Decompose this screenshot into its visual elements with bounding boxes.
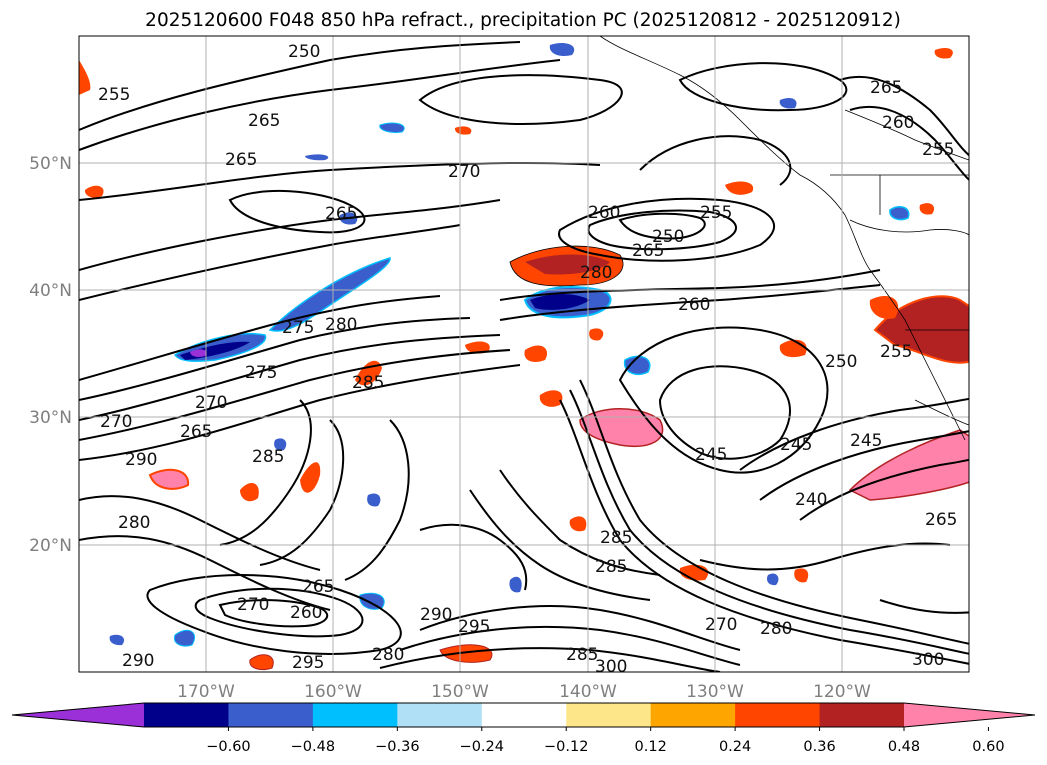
map-area: 250 255 265 265 270 265 260 255 250 265 … xyxy=(79,36,969,677)
contour-label: 290 xyxy=(420,605,452,625)
contour-label: 270 xyxy=(705,615,737,635)
contour-label: 265 xyxy=(632,241,664,261)
colorbar-tick-label: 0.48 xyxy=(888,739,920,755)
colorbar-segment xyxy=(481,703,567,727)
y-tick-label: 20°N xyxy=(29,536,72,556)
colorbar-tick-label: 0.60 xyxy=(972,739,1004,755)
y-tick-label: 40°N xyxy=(29,281,72,301)
contour-label: 295 xyxy=(292,653,324,673)
colorbar-tick-label: −0.48 xyxy=(291,739,335,755)
contour-label: 285 xyxy=(252,447,284,467)
contour-label: 280 xyxy=(118,513,150,533)
x-tick-label: 170°W xyxy=(177,682,235,702)
colorbar-tick-label: 0.24 xyxy=(719,739,751,755)
colorbar-tick-label: −0.12 xyxy=(544,739,588,755)
colorbar-tick-label: −0.24 xyxy=(460,739,504,755)
contour-label: 300 xyxy=(595,657,627,677)
colorbar-segment xyxy=(397,703,483,727)
x-tick-label: 150°W xyxy=(431,682,489,702)
colorbar-segment xyxy=(819,703,905,727)
contour-label: 270 xyxy=(195,393,227,413)
contour-label: 265 xyxy=(180,422,212,442)
contour-label: 245 xyxy=(695,445,727,465)
contour-label: 245 xyxy=(850,431,882,451)
colorbar-tick-labels: −0.60 −0.48 −0.36 −0.24 −0.12 0.12 0.24 0.36 0.4… xyxy=(206,727,1005,755)
chart-title: 2025120600 F048 850 hPa refract., precip… xyxy=(145,10,901,31)
colorbar-segment xyxy=(566,703,652,727)
colorbar-segment xyxy=(735,703,821,727)
colorbar-segment xyxy=(650,703,736,727)
x-tick-label: 120°W xyxy=(813,682,871,702)
contour-label: 265 xyxy=(925,510,957,530)
x-tick-label: 160°W xyxy=(304,682,362,702)
contour-label: 285 xyxy=(600,528,632,548)
colorbar-extend-max xyxy=(904,703,1035,727)
contour-label: 285 xyxy=(566,645,598,665)
colorbar xyxy=(11,702,1036,728)
contour-label: 280 xyxy=(372,645,404,665)
coastline xyxy=(599,36,969,441)
contour-label: 275 xyxy=(282,318,314,338)
contour-label: 275 xyxy=(245,363,277,383)
contour-label: 255 xyxy=(880,342,912,362)
contour-label: 255 xyxy=(700,203,732,223)
contour-label: 280 xyxy=(760,619,792,639)
contour-label: 280 xyxy=(325,315,357,335)
contour-label: 300 xyxy=(912,650,944,670)
contour-label: 270 xyxy=(237,595,269,615)
contour-label: 240 xyxy=(795,490,827,510)
contour-label: 260 xyxy=(290,603,322,623)
precip-negative-blobs xyxy=(109,43,910,647)
contour-label: 245 xyxy=(780,435,812,455)
colorbar-tick-label: −0.36 xyxy=(375,739,419,755)
x-tick-labels: 170°W 160°W 150°W 140°W 130°W 120°W xyxy=(177,682,871,702)
contour-label: 265 xyxy=(225,150,257,170)
colorbar-segment xyxy=(144,703,229,727)
colorbar-tick-label: 0.12 xyxy=(635,739,667,755)
colorbar-tick-label: −0.60 xyxy=(206,739,250,755)
y-tick-label: 50°N xyxy=(29,154,72,174)
x-tick-label: 140°W xyxy=(559,682,617,702)
contour-label: 250 xyxy=(825,352,857,372)
contour-label: 260 xyxy=(588,203,620,223)
contour-label: 250 xyxy=(652,227,684,247)
contour-label: 265 xyxy=(248,111,280,131)
colorbar-tick-label: 0.36 xyxy=(803,739,835,755)
map-frame xyxy=(78,35,970,673)
contour-label: 290 xyxy=(122,651,154,671)
contour-label: 290 xyxy=(125,450,157,470)
colorbar-extend-min xyxy=(12,703,144,727)
contour-label: 270 xyxy=(100,412,132,432)
contour-label: 285 xyxy=(352,373,384,393)
contour-label: 255 xyxy=(922,140,954,160)
colorbar-segment xyxy=(312,703,398,727)
colorbar-outline xyxy=(11,702,1036,728)
y-tick-label: 30°N xyxy=(29,408,72,428)
contour-labels: 250 255 265 265 270 265 260 255 250 265 … xyxy=(98,42,957,677)
contour-label: 295 xyxy=(458,617,490,637)
colorbar-segment xyxy=(228,703,314,727)
contour-label: 260 xyxy=(882,113,914,133)
contour-label: 270 xyxy=(448,162,480,182)
contour-label: 260 xyxy=(678,295,710,315)
contour-label: 250 xyxy=(288,42,320,62)
contour-label: 265 xyxy=(325,204,357,224)
contour-label: 265 xyxy=(870,78,902,98)
y-tick-labels: 20°N 30°N 40°N 50°N xyxy=(29,154,72,556)
contour-label: 265 xyxy=(302,577,334,597)
contour-label: 280 xyxy=(580,263,612,283)
x-tick-label: 130°W xyxy=(686,682,744,702)
contour-label: 285 xyxy=(595,557,627,577)
grid-lines xyxy=(79,36,969,672)
contour-label: 255 xyxy=(98,85,130,105)
